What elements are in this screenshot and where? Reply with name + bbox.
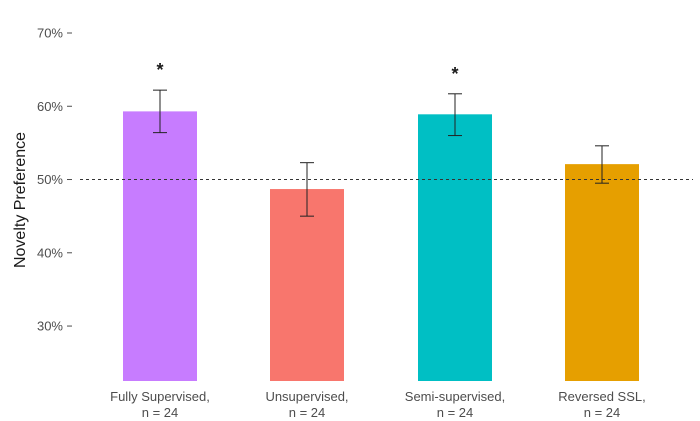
bar xyxy=(123,111,197,382)
bar xyxy=(565,164,639,381)
x-tick-sample-size: n = 24 xyxy=(289,405,326,420)
error-bars-layer xyxy=(153,89,609,217)
y-tick-label: 70% xyxy=(37,25,63,40)
y-tick-label: 60% xyxy=(37,99,63,114)
y-tick-label: 40% xyxy=(37,245,63,260)
y-tick-label: 50% xyxy=(37,172,63,187)
significance-layer: * * xyxy=(156,60,458,84)
error-bar xyxy=(300,162,314,217)
x-tick-sample-size: n = 24 xyxy=(437,405,474,420)
error-bar xyxy=(448,93,462,137)
bars-layer xyxy=(123,111,639,382)
x-tick-label: Semi-supervised, xyxy=(405,389,505,404)
error-bar xyxy=(153,89,167,134)
significance-marker: * xyxy=(451,64,458,84)
bar xyxy=(270,189,344,381)
y-axis: 30% 40% 50% 60% 70% xyxy=(37,25,72,334)
y-axis-title: Novelty Preference xyxy=(12,132,29,268)
y-tick-label: 30% xyxy=(37,319,63,334)
x-tick-label: Unsupervised, xyxy=(265,389,348,404)
x-tick-sample-size: n = 24 xyxy=(142,405,179,420)
bar xyxy=(418,114,492,382)
x-tick-label: Fully Supervised, xyxy=(110,389,210,404)
significance-marker: * xyxy=(156,60,163,80)
error-bar xyxy=(595,145,609,184)
x-tick-sample-size: n = 24 xyxy=(584,405,621,420)
x-tick-label: Reversed SSL, xyxy=(558,389,645,404)
